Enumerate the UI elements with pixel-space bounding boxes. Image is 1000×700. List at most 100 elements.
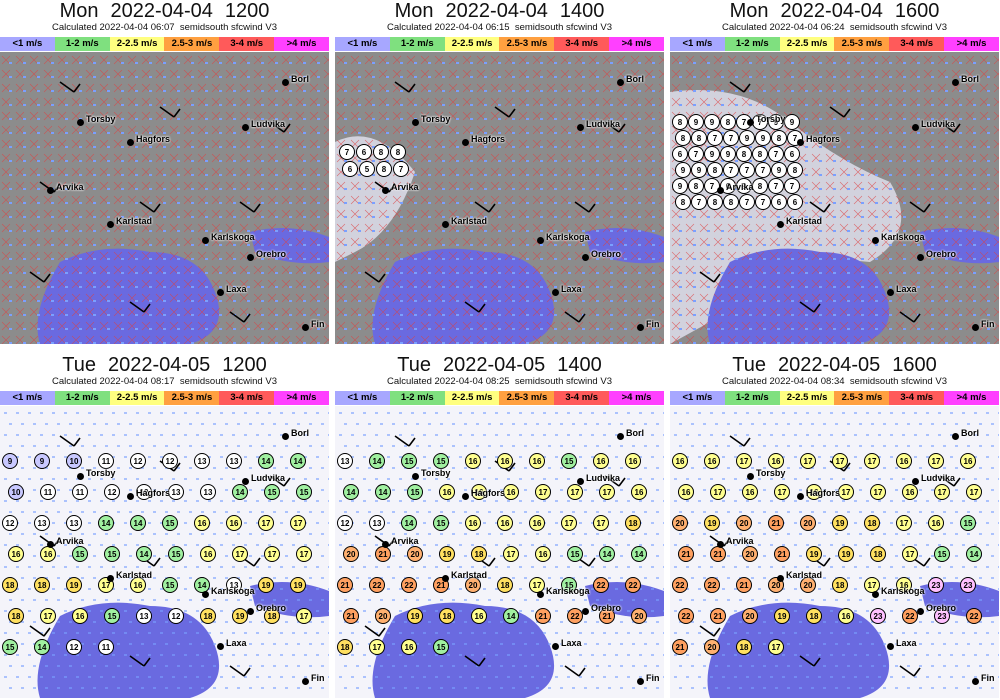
wind-cross-mark bbox=[239, 139, 249, 149]
speck-mark bbox=[256, 478, 259, 480]
speck-mark bbox=[135, 272, 138, 274]
speck-mark bbox=[280, 588, 283, 590]
speck-mark bbox=[392, 533, 395, 535]
speck-mark bbox=[177, 286, 180, 288]
wind-cross-mark bbox=[141, 153, 151, 163]
speck-mark bbox=[107, 216, 110, 218]
speck-mark bbox=[512, 423, 515, 425]
wind-cross-mark bbox=[71, 307, 81, 317]
wind-cross-mark bbox=[15, 223, 25, 233]
speck-mark bbox=[656, 621, 659, 623]
speck-mark bbox=[663, 500, 664, 502]
speck-mark bbox=[805, 62, 808, 64]
wind-cross-mark bbox=[853, 307, 863, 317]
speck-mark bbox=[289, 202, 292, 204]
speck-mark bbox=[763, 62, 766, 64]
wind-value-ring bbox=[2, 515, 18, 531]
speck-mark bbox=[596, 118, 599, 120]
wind-cross-mark bbox=[476, 223, 486, 233]
wind-value-ring bbox=[66, 515, 82, 531]
speck-mark bbox=[256, 676, 259, 678]
speck-mark bbox=[16, 654, 19, 656]
speck-mark bbox=[149, 314, 152, 316]
speck-mark bbox=[707, 230, 710, 232]
speck-mark bbox=[249, 643, 252, 645]
speck-mark bbox=[124, 544, 127, 546]
speck-mark bbox=[256, 500, 259, 502]
speck-mark bbox=[931, 342, 934, 344]
wind-cross-mark bbox=[392, 125, 402, 135]
wind-cross-mark bbox=[281, 293, 291, 303]
speck-mark bbox=[100, 610, 103, 612]
wind-cross-mark bbox=[127, 181, 137, 191]
legend-item: 2.5-3 m/s bbox=[499, 391, 555, 405]
wind-cross-mark bbox=[253, 237, 263, 247]
speck-mark bbox=[256, 610, 259, 612]
speck-mark bbox=[875, 202, 878, 204]
wind-cross-mark bbox=[685, 237, 695, 247]
wind-cross-mark bbox=[602, 251, 612, 261]
speck-mark bbox=[931, 104, 934, 106]
wind-cross-mark bbox=[811, 265, 821, 275]
wind-cross-mark bbox=[644, 139, 654, 149]
wind-value-ring bbox=[66, 453, 82, 469]
speck-mark bbox=[52, 478, 55, 480]
city-label: Torsby bbox=[756, 114, 786, 124]
wind-cross-mark bbox=[602, 111, 612, 121]
speck-mark bbox=[52, 456, 55, 458]
speck-mark bbox=[524, 599, 527, 601]
speck-mark bbox=[23, 230, 26, 232]
speck-mark bbox=[572, 511, 575, 513]
wind-cross-mark bbox=[99, 223, 109, 233]
speck-mark bbox=[121, 300, 124, 302]
wind-cross-mark bbox=[141, 279, 151, 289]
speck-mark bbox=[76, 434, 79, 436]
wind-value-circle: 16 bbox=[226, 515, 242, 531]
speck-mark bbox=[273, 423, 276, 425]
speck-mark bbox=[93, 467, 96, 469]
wind-cross-mark bbox=[574, 237, 584, 247]
speck-mark bbox=[777, 342, 780, 344]
wind-cross-mark bbox=[239, 223, 249, 233]
city-marker bbox=[617, 79, 624, 86]
wind-value-label: 15 bbox=[166, 581, 175, 590]
speck-mark bbox=[519, 500, 522, 502]
speck-mark bbox=[177, 202, 180, 204]
wind-cross-mark bbox=[658, 251, 664, 261]
wind-value-label: 15 bbox=[172, 550, 181, 559]
speck-mark bbox=[81, 577, 84, 579]
speck-mark bbox=[526, 174, 529, 176]
speck-mark bbox=[414, 244, 417, 246]
speck-mark bbox=[172, 500, 175, 502]
wind-value-circle: 12 bbox=[104, 484, 120, 500]
speck-mark bbox=[663, 478, 664, 480]
speck-mark bbox=[289, 300, 292, 302]
speck-mark bbox=[973, 202, 976, 204]
speck-mark bbox=[488, 599, 491, 601]
wind-cross-mark bbox=[211, 335, 221, 344]
wind-barb bbox=[59, 435, 81, 447]
speck-mark bbox=[208, 500, 211, 502]
speck-mark bbox=[495, 522, 498, 524]
wind-cross-mark bbox=[546, 97, 556, 107]
speck-mark bbox=[351, 566, 354, 568]
speck-mark bbox=[275, 300, 278, 302]
wind-cross-mark bbox=[29, 223, 39, 233]
speck-mark bbox=[500, 665, 503, 667]
speck-mark bbox=[652, 342, 655, 344]
wind-cross-mark bbox=[881, 335, 891, 344]
speck-mark bbox=[543, 500, 546, 502]
speck-mark bbox=[344, 160, 347, 162]
wind-cross-mark bbox=[616, 293, 626, 303]
wind-value-label: 14 bbox=[236, 488, 245, 497]
wind-cross-mark bbox=[658, 223, 664, 233]
wind-cross-mark bbox=[392, 293, 402, 303]
speck-mark bbox=[196, 632, 199, 634]
wind-cross-mark bbox=[57, 251, 67, 261]
speck-mark bbox=[512, 511, 515, 513]
speck-mark bbox=[735, 62, 738, 64]
wind-cross-mark bbox=[350, 307, 360, 317]
wind-cross-mark bbox=[183, 265, 193, 275]
speck-mark bbox=[791, 286, 794, 288]
wind-cross-mark bbox=[85, 139, 95, 149]
